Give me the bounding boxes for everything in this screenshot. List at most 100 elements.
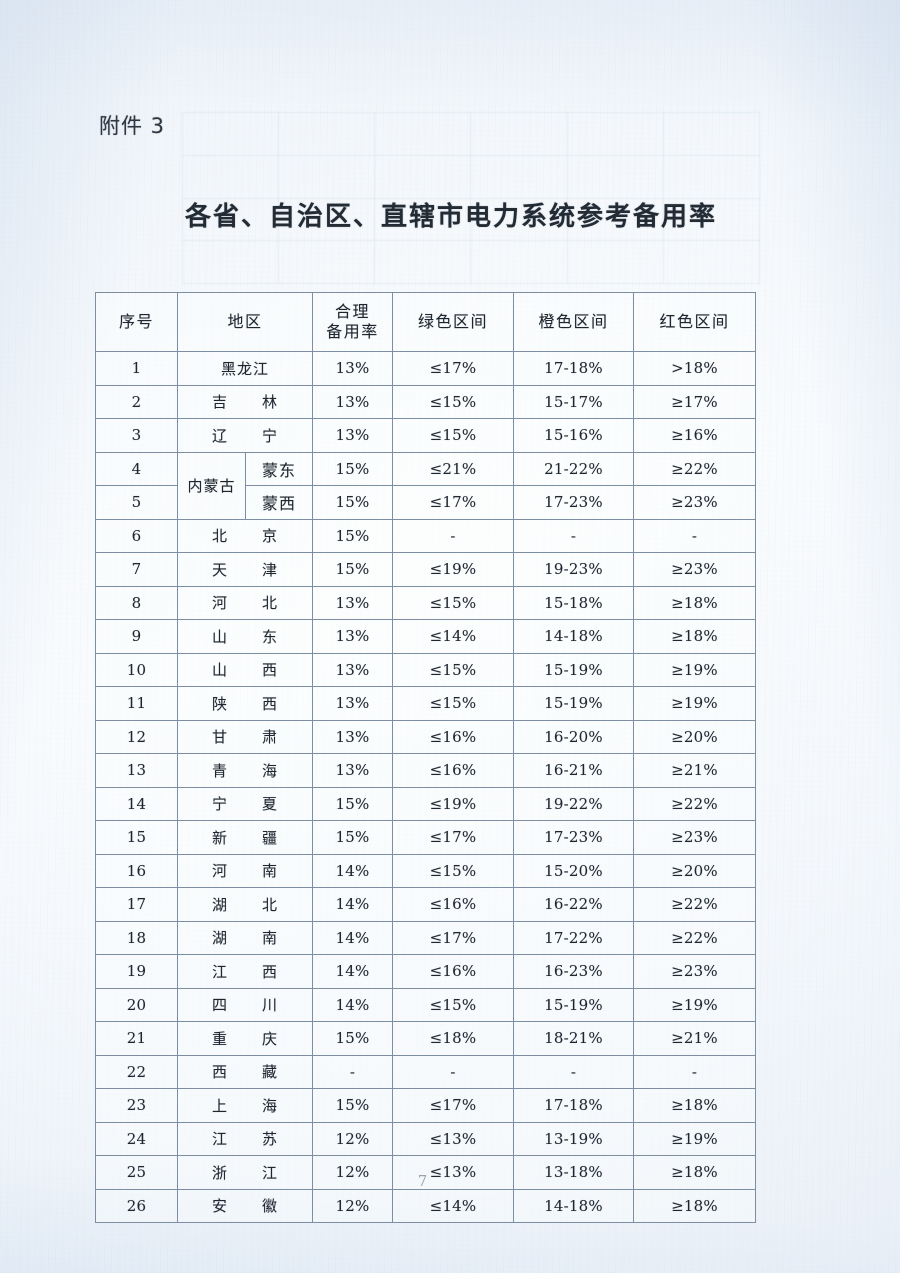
cell-orange-range: 15-19%: [513, 686, 635, 721]
cell-green-range: ≤15%: [392, 418, 515, 453]
cell-index: 19: [95, 954, 178, 989]
cell-red-range: ≥19%: [633, 686, 757, 721]
cell-red-range: ≥23%: [633, 552, 757, 587]
cell-orange-range: 16-22%: [513, 887, 635, 922]
cell-orange-range: 15-18%: [513, 585, 635, 620]
column-header-red-range: 红色区间: [633, 292, 757, 352]
table-row: 18 湖南 14% ≤17% 17-22% ≥22%: [95, 920, 757, 955]
cell-index: 11: [95, 686, 178, 721]
cell-red-range: ≥20%: [633, 719, 757, 754]
cell-region: 江苏: [176, 1121, 314, 1156]
cell-red-range: ≥16%: [633, 418, 757, 453]
table-row: 15 新疆 15% ≤17% 17-23% ≥23%: [95, 820, 757, 855]
cell-red-range: ≥21%: [633, 1021, 757, 1056]
cell-index: 4: [95, 451, 178, 486]
table-row: 5 蒙西 15% ≤17% 17-23% ≥23%: [95, 485, 757, 520]
cell-reserve-rate: 13%: [312, 384, 394, 419]
table-row: 10 山西 13% ≤15% 15-19% ≥19%: [95, 652, 757, 687]
cell-index: 12: [95, 719, 178, 754]
cell-reserve-rate: 13%: [312, 351, 394, 386]
cell-region: 河南: [176, 853, 314, 888]
cell-reserve-rate: 12%: [312, 1121, 394, 1156]
cell-reserve-rate: 13%: [312, 585, 394, 620]
cell-red-range: ≥23%: [633, 954, 757, 989]
page-title: 各省、自治区、直辖市电力系统参考备用率: [184, 202, 717, 232]
cell-reserve-rate: 15%: [312, 820, 394, 855]
cell-reserve-rate: 14%: [312, 887, 394, 922]
cell-green-range: ≤14%: [392, 1188, 515, 1223]
cell-subregion: 蒙东: [244, 451, 314, 486]
reserve-rate-label-line1: 合理: [335, 301, 371, 321]
table-row: 17 湖北 14% ≤16% 16-22% ≥22%: [95, 887, 757, 922]
cell-region: 内蒙古: [177, 451, 246, 520]
cell-reserve-rate: 13%: [312, 418, 394, 453]
column-header-orange-range: 橙色区间: [513, 292, 635, 352]
table-row: 25 浙江 12% ≤13% 13-18% ≥18%: [95, 1155, 757, 1190]
cell-subregion: 蒙西: [244, 485, 314, 520]
cell-reserve-rate: 13%: [312, 719, 394, 754]
cell-orange-range: 19-23%: [513, 552, 635, 587]
cell-red-range: ≥19%: [633, 1121, 757, 1156]
cell-reserve-rate: 14%: [312, 920, 394, 955]
cell-green-range: ≤15%: [392, 987, 515, 1022]
table-row: 23 上海 15% ≤17% 17-18% ≥18%: [95, 1088, 757, 1123]
cell-orange-range: 14-18%: [513, 619, 635, 654]
cell-orange-range: 16-23%: [513, 954, 635, 989]
cell-index: 21: [95, 1021, 178, 1056]
cell-region: 安徽: [176, 1188, 314, 1223]
table-row: 9 山东 13% ≤14% 14-18% ≥18%: [95, 619, 757, 654]
cell-orange-range: 19-22%: [513, 786, 635, 821]
cell-orange-range: 15-16%: [513, 418, 635, 453]
cell-region: 山东: [176, 619, 314, 654]
table-row: 2 吉林 13% ≤15% 15-17% ≥17%: [95, 384, 757, 419]
cell-orange-range: 16-21%: [513, 753, 635, 788]
cell-region: 山西: [176, 652, 314, 687]
cell-index: 8: [95, 585, 178, 620]
cell-region: 辽宁: [176, 418, 314, 453]
cell-green-range: ≤16%: [392, 753, 515, 788]
cell-index: 16: [95, 853, 178, 888]
cell-reserve-rate: 15%: [312, 1021, 394, 1056]
cell-orange-range: -: [513, 1054, 635, 1089]
cell-red-range: >18%: [633, 351, 757, 386]
table-header-row: 序号 地区 合理 备用率 绿色区间 橙色区间 红色区间: [95, 292, 757, 352]
table-row: 3 辽宁 13% ≤15% 15-16% ≥16%: [95, 418, 757, 453]
cell-red-range: ≥18%: [633, 619, 757, 654]
cell-green-range: -: [392, 518, 515, 553]
cell-green-range: ≤13%: [392, 1155, 515, 1190]
cell-region: 吉林: [176, 384, 314, 419]
cell-region: 上海: [176, 1088, 314, 1123]
cell-orange-range: 17-23%: [513, 820, 635, 855]
cell-orange-range: 21-22%: [513, 451, 635, 486]
cell-index: 10: [95, 652, 178, 687]
cell-red-range: ≥18%: [633, 1088, 757, 1123]
cell-red-range: ≥22%: [633, 786, 757, 821]
reserve-rate-table-wrapper: 序号 地区 合理 备用率 绿色区间 橙色区间 红色区间 1 黑龙江 13% ≤17% 1…: [95, 292, 757, 1223]
table-row: 26 安徽 12% ≤14% 14-18% ≥18%: [95, 1188, 757, 1223]
cell-reserve-rate: 14%: [312, 853, 394, 888]
cell-reserve-rate: 15%: [312, 786, 394, 821]
table-row: 20 四川 14% ≤15% 15-19% ≥19%: [95, 987, 757, 1022]
cell-green-range: ≤15%: [392, 853, 515, 888]
cell-region: 湖北: [176, 887, 314, 922]
cell-reserve-rate: 15%: [312, 485, 394, 520]
cell-region: 黑龙江: [176, 351, 314, 386]
table-row: 24 江苏 12% ≤13% 13-19% ≥19%: [95, 1121, 757, 1156]
table-row: 13 青海 13% ≤16% 16-21% ≥21%: [95, 753, 757, 788]
cell-red-range: ≥18%: [633, 1155, 757, 1190]
cell-orange-range: -: [513, 518, 635, 553]
cell-red-range: ≥18%: [633, 585, 757, 620]
table-row: 7 天津 15% ≤19% 19-23% ≥23%: [95, 552, 757, 587]
cell-green-range: ≤18%: [392, 1021, 515, 1056]
cell-orange-range: 14-18%: [513, 1188, 635, 1223]
cell-red-range: ≥20%: [633, 853, 757, 888]
cell-index: 25: [95, 1155, 178, 1190]
cell-region: 湖南: [176, 920, 314, 955]
cell-orange-range: 15-19%: [513, 652, 635, 687]
cell-index: 5: [95, 485, 178, 520]
cell-index: 14: [95, 786, 178, 821]
cell-orange-range: 13-18%: [513, 1155, 635, 1190]
cell-green-range: ≤17%: [392, 820, 515, 855]
cell-region: 河北: [176, 585, 314, 620]
cell-reserve-rate: 13%: [312, 652, 394, 687]
